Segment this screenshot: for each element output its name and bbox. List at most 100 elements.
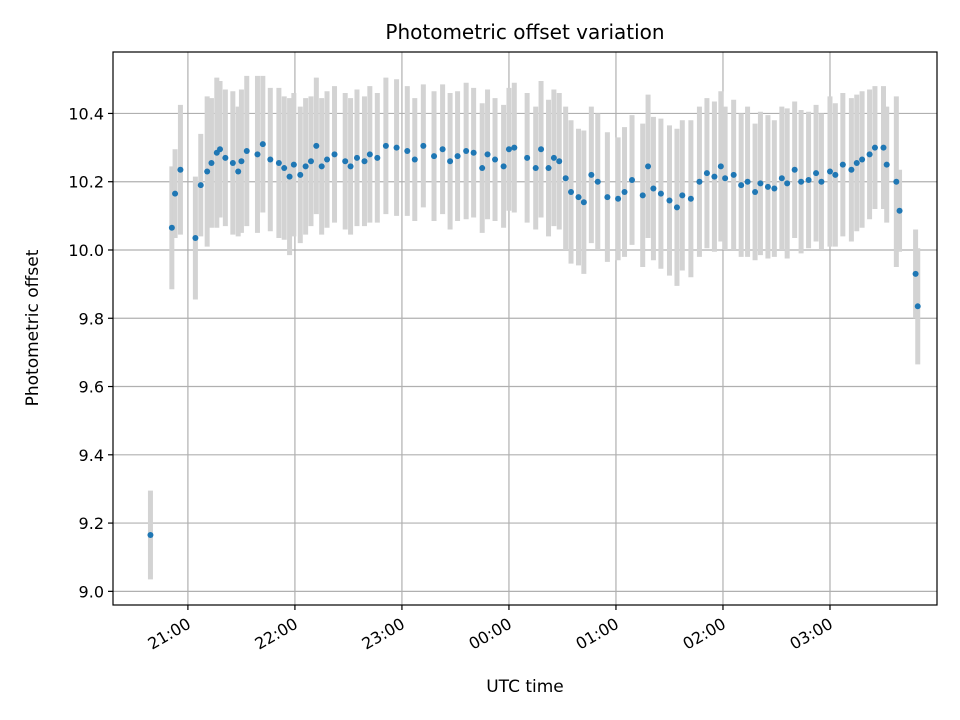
data-point <box>722 175 729 182</box>
data-point <box>420 142 427 149</box>
data-point <box>657 190 664 197</box>
data-point <box>832 171 839 178</box>
x-tick-label: 22:00 <box>251 614 300 654</box>
y-axis: 9.0 9.2 9.4 9.6 9.8 10.0 10.2 10.4 <box>68 104 113 601</box>
data-point <box>217 146 224 153</box>
data-point <box>645 163 652 170</box>
data-point <box>259 141 266 148</box>
data-point <box>784 180 791 187</box>
y-tick-label: 9.8 <box>79 309 104 328</box>
data-point <box>639 192 646 199</box>
chart-title: Photometric offset variation <box>385 20 664 44</box>
data-point <box>696 178 703 185</box>
data-point <box>673 204 680 211</box>
data-point <box>382 142 389 149</box>
y-tick-label: 10.2 <box>68 173 104 192</box>
data-point <box>826 168 833 175</box>
data-point <box>238 158 245 165</box>
data-point <box>286 173 293 180</box>
data-point <box>511 144 518 151</box>
data-point <box>484 151 491 158</box>
data-point <box>500 163 507 170</box>
data-point <box>447 158 454 165</box>
data-point <box>479 165 486 172</box>
data-point <box>650 185 657 192</box>
data-point <box>791 166 798 173</box>
data-point <box>575 194 582 201</box>
data-point <box>532 165 539 172</box>
y-tick-label: 9.0 <box>79 582 104 601</box>
data-point <box>302 163 309 170</box>
data-point <box>470 149 477 156</box>
data-point <box>580 199 587 206</box>
x-tick-label: 03:00 <box>787 614 836 654</box>
data-point <box>204 168 211 175</box>
y-tick-label: 9.2 <box>79 514 104 533</box>
data-point <box>222 154 229 161</box>
data-point <box>243 147 250 154</box>
data-point <box>545 165 552 172</box>
data-point <box>738 182 745 189</box>
data-point <box>147 532 154 539</box>
data-point <box>805 177 812 184</box>
y-tick-label: 10.4 <box>68 104 104 123</box>
data-point <box>366 151 373 158</box>
x-tick-label: 02:00 <box>680 614 729 654</box>
data-point <box>331 151 338 158</box>
data-point <box>562 175 569 182</box>
data-point <box>621 188 628 195</box>
x-tick-label: 01:00 <box>573 614 622 654</box>
data-point <box>771 185 778 192</box>
x-axis-label: UTC time <box>486 677 564 697</box>
y-tick-label: 10.0 <box>68 241 104 260</box>
data-point <box>192 235 199 242</box>
data-point <box>538 146 545 153</box>
data-point <box>866 151 873 158</box>
data-point <box>267 156 274 163</box>
data-point <box>588 171 595 178</box>
data-point <box>757 180 764 187</box>
data-point <box>411 156 418 163</box>
data-point <box>342 158 349 165</box>
data-point <box>307 158 314 165</box>
y-axis-label: Photometric offset <box>23 249 43 406</box>
data-point <box>524 154 531 161</box>
data-point <box>883 161 890 168</box>
x-tick-label: 00:00 <box>466 614 515 654</box>
data-point <box>393 144 400 151</box>
data-point <box>730 171 737 178</box>
data-point <box>404 147 411 154</box>
data-point <box>568 188 575 195</box>
data-point <box>594 178 601 185</box>
data-point <box>374 154 381 161</box>
data-point <box>454 153 461 160</box>
data-point <box>813 170 820 177</box>
data-point <box>324 156 331 163</box>
data-point <box>281 165 288 172</box>
data-point <box>290 161 297 168</box>
x-axis: 21:00 22:00 23:00 00:00 01:00 02:00 03:00 <box>144 605 836 654</box>
data-point <box>353 154 360 161</box>
data-point <box>893 178 900 185</box>
data-point <box>666 197 673 204</box>
data-point <box>880 144 887 151</box>
data-point <box>297 171 304 178</box>
y-tick-label: 9.6 <box>79 378 104 397</box>
data-point <box>604 194 611 201</box>
data-point <box>744 178 751 185</box>
data-point <box>629 177 636 184</box>
data-point <box>914 303 921 310</box>
data-point <box>313 142 320 149</box>
data-point <box>853 159 860 166</box>
data-point <box>859 156 866 163</box>
data-point <box>492 156 499 163</box>
plot-frame <box>112 51 938 606</box>
data-point <box>871 144 878 151</box>
data-point <box>168 224 175 231</box>
data-point <box>275 159 282 166</box>
x-tick-label: 21:00 <box>144 614 193 654</box>
data-point <box>798 178 805 185</box>
data-point <box>431 153 438 160</box>
data-point <box>848 166 855 173</box>
